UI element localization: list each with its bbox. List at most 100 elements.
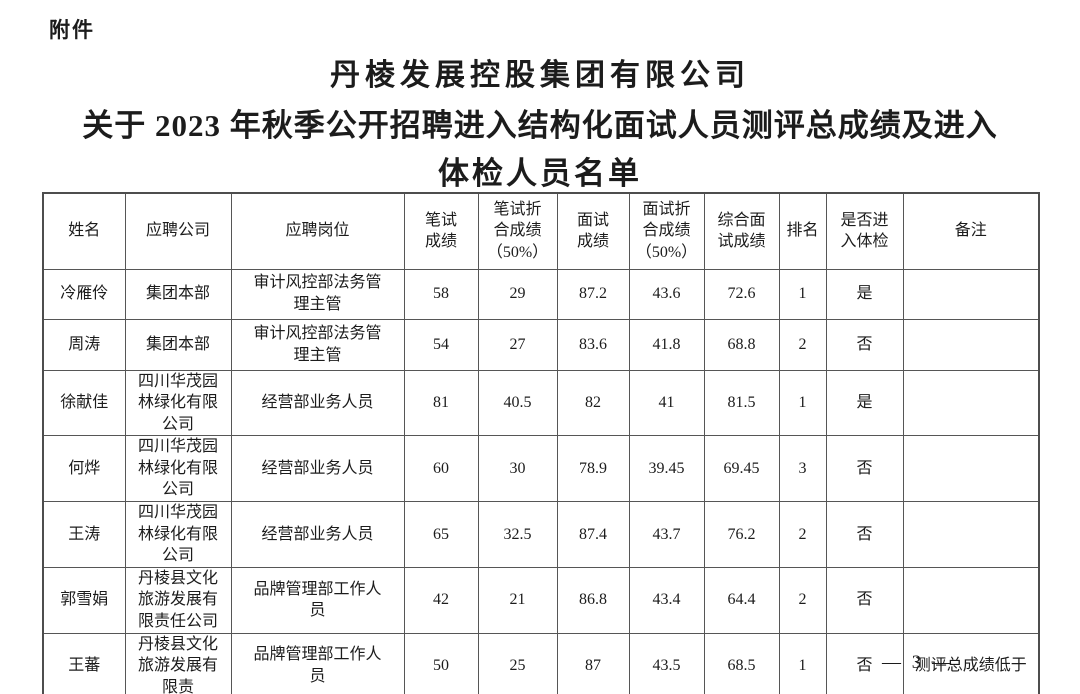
header-written-weighted: 笔试折 合成绩 （50%） <box>477 192 558 270</box>
cell-physical-exam: 否 <box>825 566 904 634</box>
header-written-score: 笔试 成绩 <box>403 192 479 270</box>
cell-rank: 2 <box>778 501 827 568</box>
attachment-label: 附件 <box>49 18 95 42</box>
cell-total-score: 69.45 <box>703 435 780 503</box>
cell-written-weighted: 27 <box>477 318 558 371</box>
cell-interview-score: 87.2 <box>556 268 630 320</box>
results-table: 姓名 应聘公司 应聘岗位 笔试 成绩 笔试折 合成绩 （50%） 面试 成绩 面… <box>42 192 1040 694</box>
document-title-line2: 关于 2023 年秋季公开招聘进入结构化面试人员测评总成绩及进入 <box>82 108 998 143</box>
cell-written-score: 81 <box>403 369 479 437</box>
cell-interview-weighted: 39.45 <box>628 435 705 503</box>
cell-total-score: 72.6 <box>703 268 780 320</box>
header-physical-exam: 是否进 入体检 <box>825 192 904 270</box>
cell-company: 集团本部 <box>124 268 232 320</box>
cell-physical-exam: 是 <box>825 268 904 320</box>
table-row: 郭雪娟 丹棱县文化旅游发展有限责任公司 品牌管理部工作人员 42 21 86.8… <box>42 566 1040 634</box>
cell-position: 审计风控部法务管理主管 <box>230 318 405 371</box>
cell-name: 王蕃 <box>42 632 126 694</box>
cell-position: 审计风控部法务管理主管 <box>230 268 405 320</box>
cell-rank: 3 <box>778 435 827 503</box>
cell-interview-weighted: 41.8 <box>628 318 705 371</box>
cell-physical-exam: 否 <box>825 632 904 694</box>
table-row: 周涛 集团本部 审计风控部法务管理主管 54 27 83.6 41.8 68.8… <box>42 318 1040 371</box>
cell-interview-score: 87.4 <box>556 501 630 568</box>
cell-company: 四川华茂园林绿化有限公司 <box>124 501 232 568</box>
cell-physical-exam: 否 <box>825 501 904 568</box>
cell-company: 集团本部 <box>124 318 232 371</box>
cell-remark <box>902 268 1040 320</box>
cell-written-weighted: 25 <box>477 632 558 694</box>
cell-written-weighted: 32.5 <box>477 501 558 568</box>
table-header-row: 姓名 应聘公司 应聘岗位 笔试 成绩 笔试折 合成绩 （50%） 面试 成绩 面… <box>42 192 1040 270</box>
cell-total-score: 64.4 <box>703 566 780 634</box>
cell-written-score: 60 <box>403 435 479 503</box>
cell-remark: 测评总成绩低于 <box>902 632 1040 694</box>
cell-remark <box>902 369 1040 437</box>
header-name: 姓名 <box>42 192 126 270</box>
cell-rank: 2 <box>778 566 827 634</box>
cell-company: 丹棱县文化旅游发展有限责 <box>124 632 232 694</box>
table-row: 徐献佳 四川华茂园林绿化有限公司 经营部业务人员 81 40.5 82 41 8… <box>42 369 1040 437</box>
table-row: 何烨 四川华茂园林绿化有限公司 经营部业务人员 60 30 78.9 39.45… <box>42 435 1040 503</box>
header-position: 应聘岗位 <box>230 192 405 270</box>
header-interview-score: 面试 成绩 <box>556 192 630 270</box>
cell-remark <box>902 566 1040 634</box>
cell-written-score: 42 <box>403 566 479 634</box>
cell-interview-weighted: 43.4 <box>628 566 705 634</box>
cell-rank: 1 <box>778 369 827 437</box>
cell-company: 四川华茂园林绿化有限公司 <box>124 435 232 503</box>
cell-rank: 1 <box>778 632 827 694</box>
cell-company: 四川华茂园林绿化有限公司 <box>124 369 232 437</box>
cell-name: 何烨 <box>42 435 126 503</box>
cell-rank: 1 <box>778 268 827 320</box>
header-company: 应聘公司 <box>124 192 232 270</box>
cell-company: 丹棱县文化旅游发展有限责任公司 <box>124 566 232 634</box>
cell-name: 冷雁伶 <box>42 268 126 320</box>
cell-physical-exam: 否 <box>825 318 904 371</box>
cell-interview-weighted: 43.5 <box>628 632 705 694</box>
cell-written-score: 65 <box>403 501 479 568</box>
cell-total-score: 68.8 <box>703 318 780 371</box>
header-remark: 备注 <box>902 192 1040 270</box>
cell-total-score: 76.2 <box>703 501 780 568</box>
cell-remark <box>902 318 1040 371</box>
cell-rank: 2 <box>778 318 827 371</box>
table-row: 冷雁伶 集团本部 审计风控部法务管理主管 58 29 87.2 43.6 72.… <box>42 268 1040 320</box>
cell-written-weighted: 29 <box>477 268 558 320</box>
header-interview-weighted: 面试折 合成绩 （50%） <box>628 192 705 270</box>
header-total-score: 综合面 试成绩 <box>703 192 780 270</box>
cell-written-score: 50 <box>403 632 479 694</box>
cell-written-score: 54 <box>403 318 479 371</box>
cell-name: 周涛 <box>42 318 126 371</box>
cell-physical-exam: 否 <box>825 435 904 503</box>
cell-interview-score: 78.9 <box>556 435 630 503</box>
cell-physical-exam: 是 <box>825 369 904 437</box>
cell-interview-score: 83.6 <box>556 318 630 371</box>
cell-position: 品牌管理部工作人员 <box>230 566 405 634</box>
cell-written-weighted: 21 <box>477 566 558 634</box>
cell-written-score: 58 <box>403 268 479 320</box>
cell-remark <box>902 501 1040 568</box>
cell-name: 王涛 <box>42 501 126 568</box>
cell-position: 经营部业务人员 <box>230 369 405 437</box>
table-row: 王蕃 丹棱县文化旅游发展有限责 品牌管理部工作人员 50 25 87 43.5 … <box>42 632 1040 694</box>
cell-position: 经营部业务人员 <box>230 501 405 568</box>
cell-written-weighted: 30 <box>477 435 558 503</box>
cell-interview-score: 86.8 <box>556 566 630 634</box>
header-rank: 排名 <box>778 192 827 270</box>
cell-interview-weighted: 43.7 <box>628 501 705 568</box>
cell-name: 郭雪娟 <box>42 566 126 634</box>
cell-written-weighted: 40.5 <box>477 369 558 437</box>
cell-position: 品牌管理部工作人员 <box>230 632 405 694</box>
page-number: — 3 — <box>882 652 954 673</box>
cell-remark <box>902 435 1040 503</box>
cell-total-score: 68.5 <box>703 632 780 694</box>
cell-interview-score: 82 <box>556 369 630 437</box>
cell-name: 徐献佳 <box>42 369 126 437</box>
cell-interview-score: 87 <box>556 632 630 694</box>
cell-interview-weighted: 41 <box>628 369 705 437</box>
document-title-line3: 体检人员名单 <box>438 156 642 191</box>
table-row: 王涛 四川华茂园林绿化有限公司 经营部业务人员 65 32.5 87.4 43.… <box>42 501 1040 568</box>
document-title-company: 丹棱发展控股集团有限公司 <box>330 59 750 92</box>
